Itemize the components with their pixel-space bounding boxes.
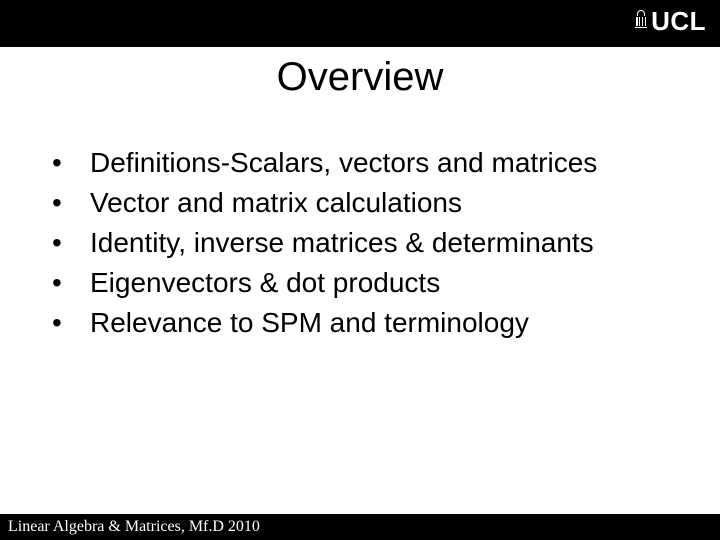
bullet-icon: • xyxy=(46,186,90,220)
bullet-text: Relevance to SPM and terminology xyxy=(90,306,529,340)
bullet-text: Eigenvectors & dot products xyxy=(90,266,440,300)
ucl-logo-text: UCL xyxy=(651,8,706,34)
list-item: • Vector and matrix calculations xyxy=(46,186,720,220)
bullet-text: Vector and matrix calculations xyxy=(90,186,462,220)
footer-text: Linear Algebra & Matrices, Mf.D 2010 xyxy=(8,518,260,536)
bullet-icon: • xyxy=(46,226,90,260)
ucl-portico-icon xyxy=(635,10,647,28)
list-item: • Eigenvectors & dot products xyxy=(46,266,720,300)
list-item: • Identity, inverse matrices & determina… xyxy=(46,226,720,260)
bullet-list: • Definitions-Scalars, vectors and matri… xyxy=(46,146,720,340)
bullet-text: Definitions-Scalars, vectors and matrice… xyxy=(90,146,597,180)
bullet-icon: • xyxy=(46,266,90,300)
bullet-icon: • xyxy=(46,306,90,340)
header-bar: UCL xyxy=(0,0,720,47)
list-item: • Relevance to SPM and terminology xyxy=(46,306,720,340)
list-item: • Definitions-Scalars, vectors and matri… xyxy=(46,146,720,180)
slide-title: Overview xyxy=(0,55,720,100)
ucl-logo: UCL xyxy=(635,8,706,34)
bullet-text: Identity, inverse matrices & determinant… xyxy=(90,226,594,260)
footer-bar: Linear Algebra & Matrices, Mf.D 2010 xyxy=(0,514,720,540)
bullet-icon: • xyxy=(46,146,90,180)
title-area: Overview xyxy=(0,55,720,100)
